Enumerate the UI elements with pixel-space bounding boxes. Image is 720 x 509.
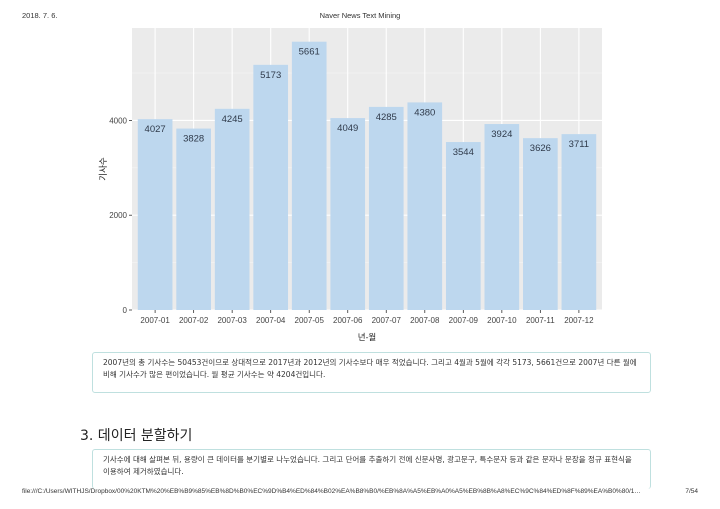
data-label: 5173 (260, 70, 281, 81)
monthly-article-count-chart: 0 2000 4000 4027 2007-01 3828 2007-02 4245 2007-… (98, 28, 602, 342)
bar-2007-05 (291, 41, 327, 310)
x-tick-label: 2007-02 (179, 316, 209, 325)
data-label: 3626 (530, 143, 551, 154)
bar-2007-12 (561, 134, 597, 310)
bar-2007-06 (330, 118, 366, 311)
bar-2007-09 (445, 142, 481, 310)
data-label: 3828 (183, 134, 204, 145)
section-text: 기사수에 대해 살펴본 뒤, 용량이 큰 데이터를 분기별로 나누었습니다. 그… (103, 455, 632, 476)
print-date: 2018. 7. 6. (22, 11, 58, 20)
x-tick-label: 2007-09 (449, 316, 479, 325)
x-tick-label: 2007-05 (295, 316, 325, 325)
bar-2007-03 (214, 108, 250, 310)
bar-2007-01 (137, 119, 173, 310)
x-tick-label: 2007-12 (564, 316, 594, 325)
x-axis-title: 년-월 (358, 332, 376, 342)
data-label: 4285 (376, 112, 397, 123)
x-tick-label: 2007-01 (140, 316, 170, 325)
data-label: 4380 (414, 107, 435, 118)
section-text-box: 기사수에 대해 살펴본 뒤, 용량이 큰 데이터를 분기별로 나누었습니다. 그… (92, 449, 651, 489)
y-tick-label: 2000 (109, 211, 127, 220)
data-label: 5661 (299, 47, 320, 58)
summary-text: 2007년의 총 기사수는 50453건이므로 상대적으로 2017년과 201… (103, 358, 637, 379)
bar-2007-08 (407, 102, 443, 310)
summary-box: 2007년의 총 기사수는 50453건이므로 상대적으로 2017년과 201… (92, 352, 651, 393)
y-tick-label: 4000 (109, 116, 127, 125)
x-tick-label: 2007-03 (217, 316, 247, 325)
data-label: 4027 (145, 124, 166, 135)
bar-2007-11 (523, 138, 558, 310)
footer-page-number: 7/54 (685, 488, 698, 495)
section-heading: 3. 데이터 분할하기 (80, 428, 193, 444)
data-label: 3711 (569, 139, 589, 150)
bar-2007-10 (484, 124, 520, 310)
bar-2007-04 (253, 64, 289, 310)
data-label: 3544 (453, 147, 474, 158)
y-tick-label: 0 (123, 306, 128, 315)
x-tick-label: 2007-07 (372, 316, 402, 325)
data-label: 4245 (222, 114, 243, 125)
x-tick-label: 2007-06 (333, 316, 363, 325)
document-title: Naver News Text Mining (319, 11, 401, 20)
x-tick-label: 2007-11 (526, 316, 555, 325)
footer-file-path: file:///C:/Users/WITHJS/Dropbox/00%20KTM… (22, 488, 641, 495)
bar-2007-07 (368, 106, 404, 311)
x-tick-label: 2007-04 (256, 316, 286, 325)
x-tick-label: 2007-08 (410, 316, 440, 325)
x-tick-label: 2007-10 (487, 316, 517, 325)
bar-2007-02 (176, 128, 211, 310)
y-axis-title: 기사수 (98, 157, 108, 181)
data-label: 4049 (337, 123, 358, 134)
data-label: 3924 (491, 129, 512, 140)
